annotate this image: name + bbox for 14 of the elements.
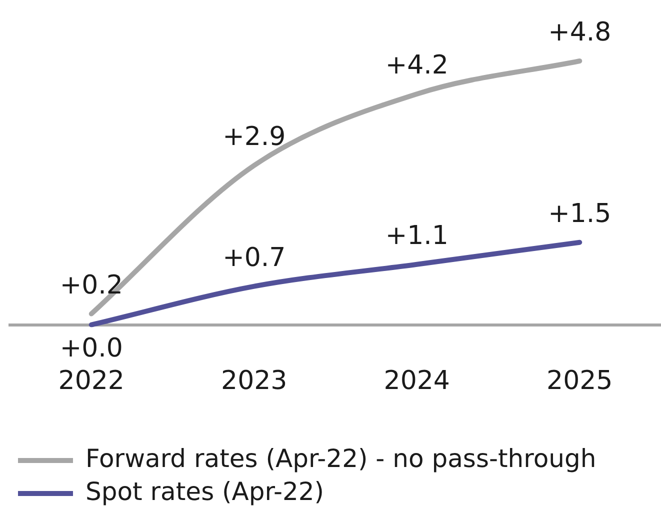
x-tick-label: 2024 — [384, 366, 450, 396]
data-label: +1.5 — [548, 199, 612, 230]
data-label: +0.2 — [60, 270, 123, 301]
data-label: +2.9 — [222, 122, 286, 152]
x-tick-label: 2022 — [58, 366, 124, 396]
legend-label: Forward rates (Apr-22) - no pass-through — [86, 444, 596, 473]
data-label: +0.7 — [222, 243, 286, 274]
data-label: +4.8 — [548, 18, 612, 48]
x-tick-label: 2023 — [221, 366, 288, 396]
legend-label: Spot rates (Apr-22) — [86, 477, 324, 506]
data-label: +4.2 — [385, 50, 448, 81]
data-label: +1.1 — [385, 221, 448, 252]
x-tick-label: 2025 — [546, 366, 613, 396]
data-label: +0.0 — [60, 334, 123, 364]
